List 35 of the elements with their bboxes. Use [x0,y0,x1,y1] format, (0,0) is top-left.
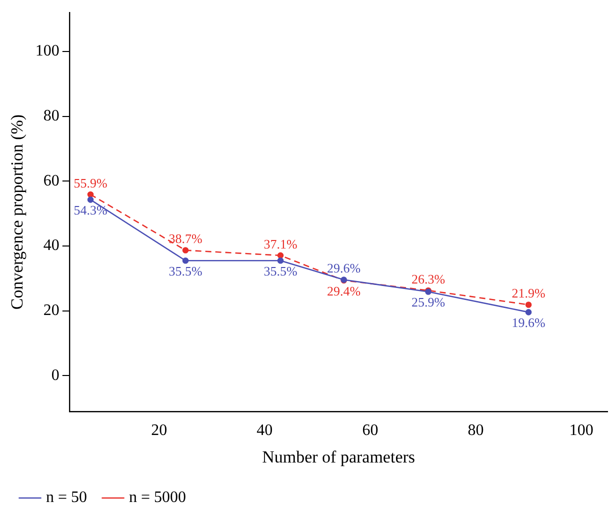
data-label: 35.5% [168,264,202,279]
y-tick-label: 100 [35,42,60,60]
x-tick-label: 100 [569,422,594,440]
point [182,257,189,264]
x-axis-title: Number of parameters [262,447,416,466]
point [87,191,94,198]
y-tick-label: 80 [43,108,60,125]
x-tick-label: 80 [468,422,484,440]
y-axis-title: Convergence proportion (%) [8,114,27,310]
data-label: 26.3% [411,271,446,286]
point [525,309,532,316]
data-label: 37.1% [264,236,298,252]
y-tick-label: 20 [43,302,60,320]
x-tick-label: 20 [151,422,168,440]
point [277,252,284,259]
legend-label: n = 50 [46,489,88,506]
y-tick-label: 60 [43,172,60,190]
x-tick-label: 40 [256,422,273,440]
data-label: 35.5% [264,264,298,279]
data-label: 55.9% [74,175,108,190]
x-tick-label: 60 [362,422,378,440]
data-label: 19.6% [512,315,546,330]
data-label: 38.7% [168,231,202,246]
point [277,257,284,264]
data-label: 21.9% [512,286,546,301]
data-label: 29.4% [327,283,361,298]
y-tick-label: 0 [51,366,60,384]
point [182,247,189,254]
data-label: 29.6% [327,260,361,276]
point [87,196,94,203]
point [525,302,532,308]
y-tick-label: 40 [43,237,60,254]
legend-label: n = 5000 [129,489,186,506]
data-label: 25.9% [411,294,446,310]
data-label: 54.3% [74,202,108,218]
